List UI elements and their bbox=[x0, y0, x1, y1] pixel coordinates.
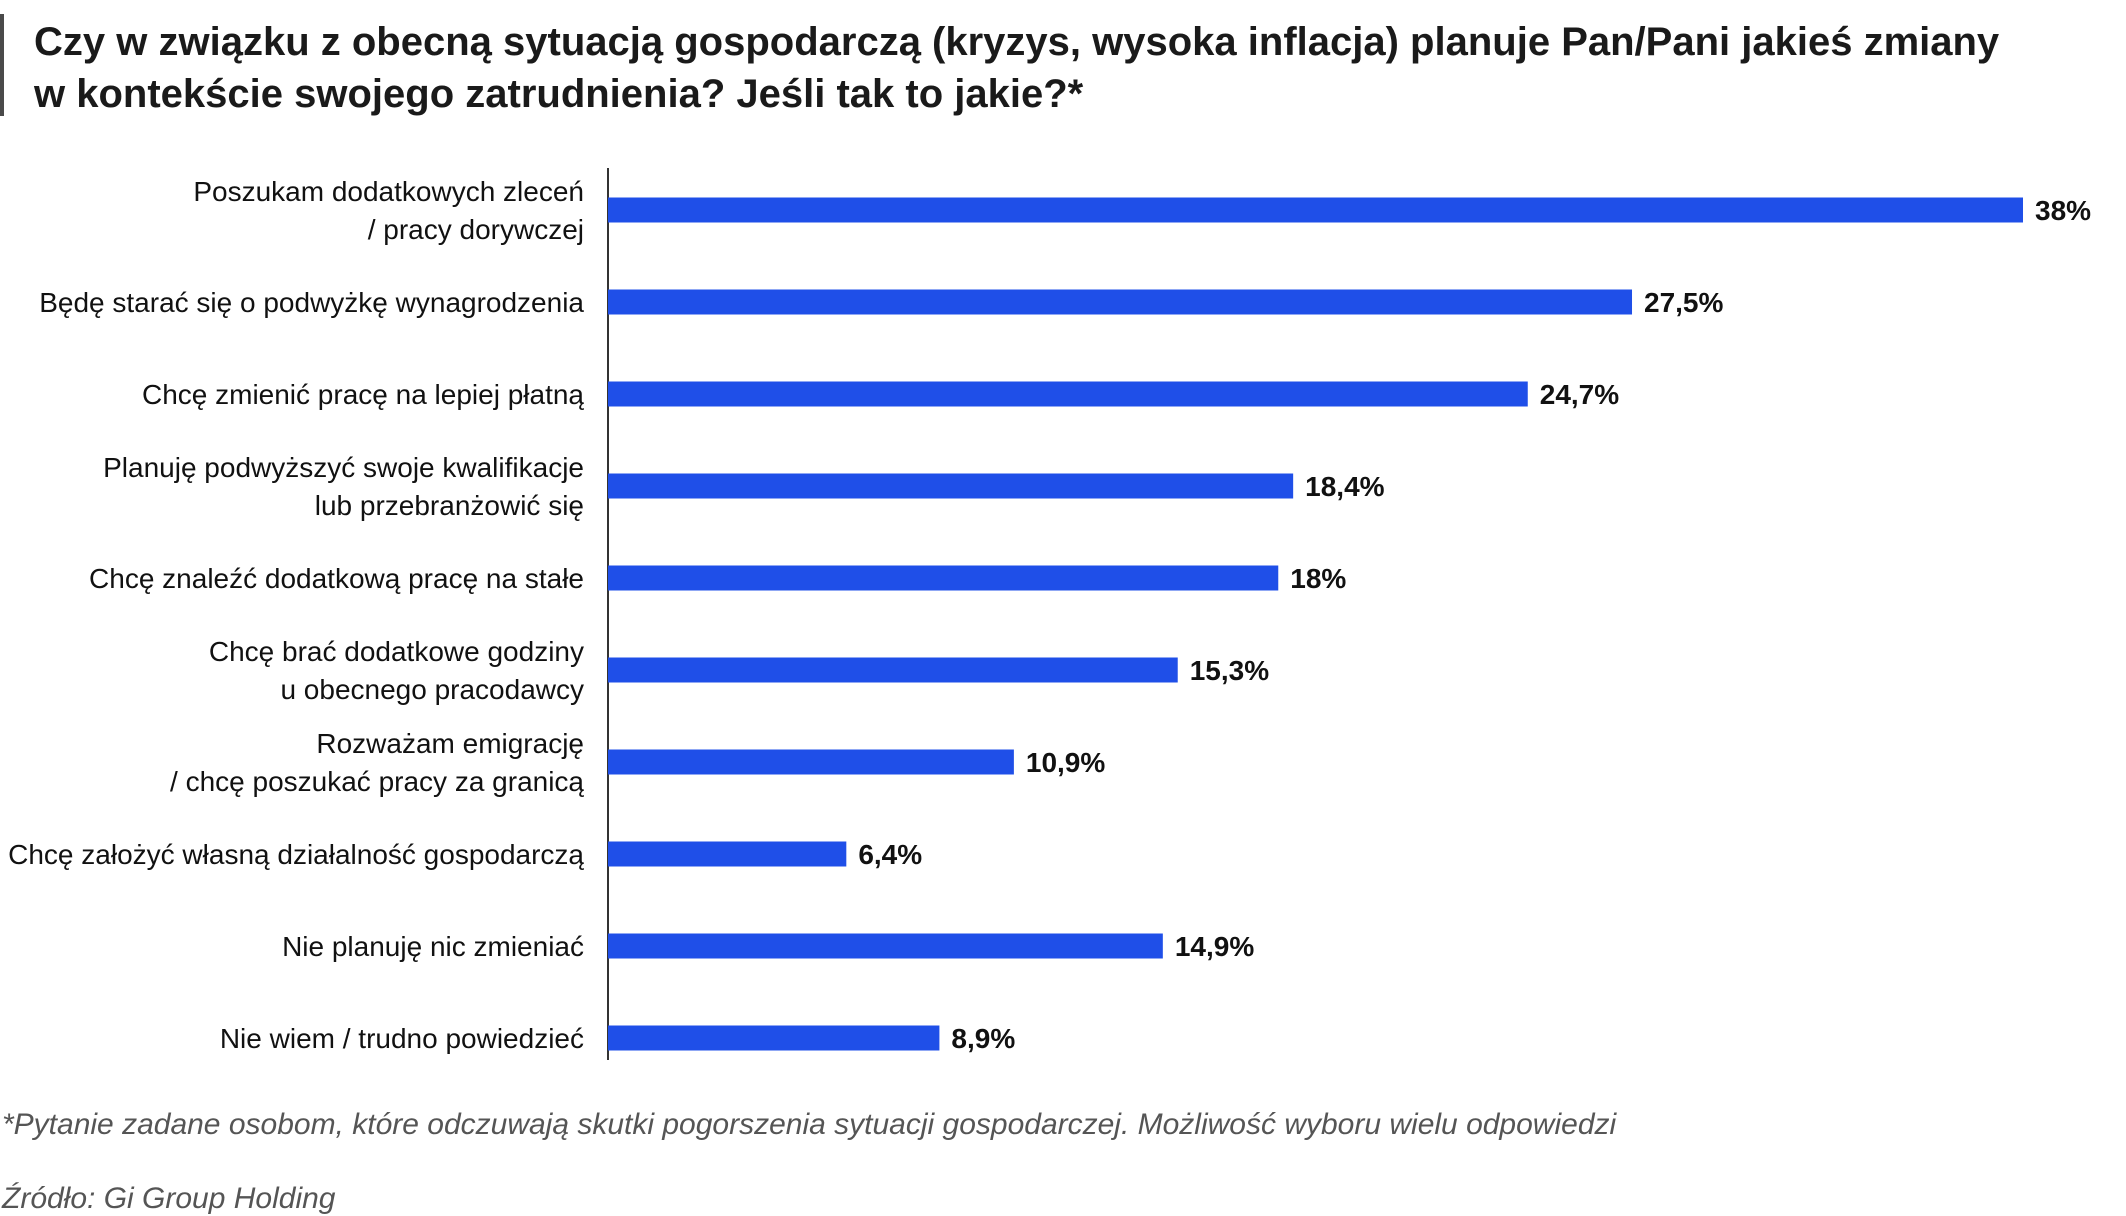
bar-value-label: 38% bbox=[2035, 195, 2091, 226]
bar bbox=[608, 1025, 940, 1051]
source-note: Źródło: Gi Group Holding bbox=[2, 1182, 336, 1215]
category-label: u obecnego pracodawcy bbox=[280, 674, 584, 705]
bar-chart: 38% Poszukam dodatkowych zleceń / pracy do… bbox=[8, 168, 2091, 1060]
category-label: / pracy dorywczej bbox=[368, 214, 584, 245]
bar bbox=[608, 933, 1163, 959]
category-label: Chcę brać dodatkowe godziny bbox=[209, 636, 584, 667]
category-label: Poszukam dodatkowych zleceń bbox=[193, 176, 584, 207]
category-label: Rozważam emigrację bbox=[316, 728, 584, 759]
bar-value-label: 10,9% bbox=[1026, 747, 1105, 778]
category-label: Nie wiem / trudno powiedzieć bbox=[220, 1023, 584, 1054]
category-label: Chcę zmienić pracę na lepiej płatną bbox=[142, 379, 584, 410]
bar bbox=[608, 381, 1528, 407]
bar bbox=[608, 197, 2023, 223]
bar bbox=[608, 289, 1633, 315]
bar-value-label: 24,7% bbox=[1540, 379, 1619, 410]
bar-value-label: 8,9% bbox=[951, 1023, 1015, 1054]
title-accent-bar bbox=[0, 14, 4, 116]
bar-value-label: 18% bbox=[1290, 563, 1346, 594]
footnote: *Pytanie zadane osobom, które odczuwają … bbox=[2, 1108, 1617, 1141]
category-label: lub przebranżowić się bbox=[315, 490, 584, 521]
chart-title-line-1: Czy w związku z obecną sytuacją gospodar… bbox=[34, 20, 2000, 64]
bar-value-label: 18,4% bbox=[1305, 471, 1384, 502]
bar bbox=[608, 565, 1279, 591]
bar bbox=[608, 657, 1178, 683]
category-label: Planuję podwyższyć swoje kwalifikacje bbox=[103, 452, 584, 483]
bar-value-label: 14,9% bbox=[1175, 931, 1254, 962]
bar-value-label: 27,5% bbox=[1644, 287, 1723, 318]
category-label: / chcę poszukać pracy za granicą bbox=[170, 766, 584, 797]
bar-value-label: 6,4% bbox=[858, 839, 922, 870]
category-label: Chcę znaleźć dodatkową pracę na stałe bbox=[89, 563, 584, 594]
category-label: Będę starać się o podwyżkę wynagrodzenia bbox=[39, 287, 584, 318]
bar bbox=[608, 749, 1014, 775]
bar bbox=[608, 473, 1294, 499]
chart-title-line-2: w kontekście swojego zatrudnienia? Jeśli… bbox=[34, 72, 1084, 116]
bar bbox=[608, 841, 847, 867]
chart-title: Czy w związku z obecną sytuacją gospodar… bbox=[34, 16, 2094, 120]
category-label: Chcę założyć własną działalność gospodar… bbox=[8, 839, 584, 870]
category-label: Nie planuję nic zmieniać bbox=[282, 931, 584, 962]
bar-value-label: 15,3% bbox=[1190, 655, 1269, 686]
